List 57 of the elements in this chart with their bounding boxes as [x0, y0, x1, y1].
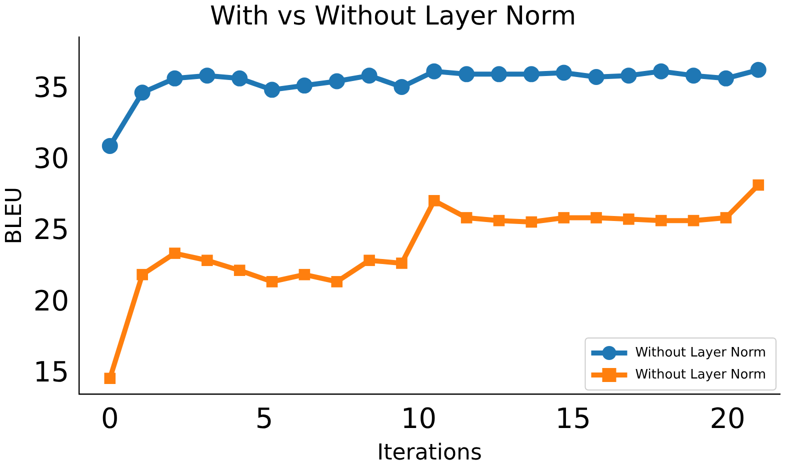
x-axis-title: Iterations	[377, 440, 482, 466]
point	[104, 372, 116, 384]
point	[490, 66, 507, 82]
point	[588, 69, 604, 86]
point	[234, 264, 246, 276]
point	[558, 212, 570, 224]
y-tick-label: 30	[33, 142, 70, 176]
point	[202, 254, 213, 266]
y-tick-label: 25	[33, 213, 70, 246]
point	[232, 70, 248, 86]
point	[556, 64, 572, 81]
point	[655, 214, 667, 226]
point	[686, 68, 702, 84]
x-tick-label: 0	[100, 402, 119, 436]
point	[493, 214, 505, 226]
legend-label: Without Layer Norm	[635, 367, 766, 382]
point	[426, 63, 442, 80]
point	[298, 268, 310, 280]
point	[394, 78, 410, 95]
point	[328, 73, 345, 90]
point	[134, 84, 150, 101]
x-tick-label: 20	[710, 402, 746, 436]
x-tick-label: 5	[255, 402, 274, 436]
legend-label: Without Layer Norm	[635, 345, 766, 360]
point	[620, 68, 637, 84]
x-tick-label: 15	[555, 402, 591, 436]
point	[102, 138, 118, 154]
point	[296, 78, 312, 94]
point	[166, 70, 183, 86]
y-axis-title: BLEU	[2, 186, 27, 244]
point	[718, 70, 734, 86]
point	[361, 68, 378, 84]
point	[199, 68, 216, 84]
y-tick-label: 15	[33, 355, 70, 388]
point	[136, 268, 148, 280]
point	[266, 276, 278, 288]
point	[653, 63, 670, 80]
y-tick-label: 35	[33, 71, 70, 104]
point	[458, 66, 475, 82]
x-tick-label: 10	[400, 402, 437, 436]
point	[396, 258, 408, 269]
point	[750, 62, 766, 78]
point	[526, 216, 538, 228]
point	[364, 254, 375, 266]
point	[688, 214, 700, 226]
point	[460, 212, 472, 224]
point	[428, 195, 440, 206]
y-tick-label: 20	[33, 284, 70, 318]
point	[169, 248, 180, 259]
point	[590, 212, 602, 224]
chart-title: With vs Without Layer Norm	[210, 1, 576, 32]
point	[523, 66, 540, 82]
point	[623, 213, 634, 225]
point	[720, 212, 732, 224]
point	[331, 276, 343, 288]
point	[264, 82, 280, 98]
point	[752, 179, 764, 191]
